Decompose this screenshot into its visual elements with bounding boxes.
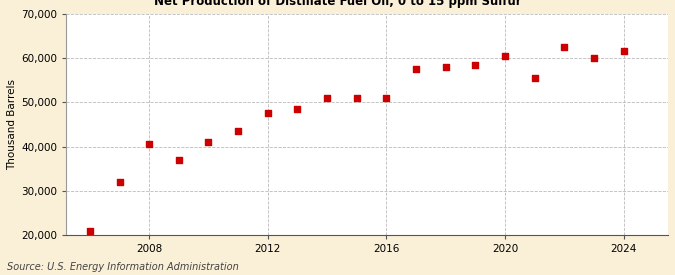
Point [470,62,481,67]
Point [263,111,273,116]
Point [529,76,540,80]
Point [500,54,510,58]
Point [410,67,421,71]
Point [351,96,362,100]
Text: Net Production of Distillate Fuel Oil, 0 to 15 ppm Sulfur: Net Production of Distillate Fuel Oil, 0… [154,0,521,8]
Point [173,158,184,162]
Point [381,96,392,100]
Point [114,180,125,184]
Point [233,129,244,133]
Text: Source: U.S. Energy Information Administration: Source: U.S. Energy Information Administ… [7,262,238,272]
Point [322,96,333,100]
Point [589,56,599,60]
Point [440,65,451,69]
Point [203,140,214,144]
Point [618,49,629,54]
Point [292,107,303,111]
Point [84,229,95,233]
Point [559,45,570,49]
Point [144,142,155,147]
Y-axis label: Thousand Barrels: Thousand Barrels [7,79,17,170]
